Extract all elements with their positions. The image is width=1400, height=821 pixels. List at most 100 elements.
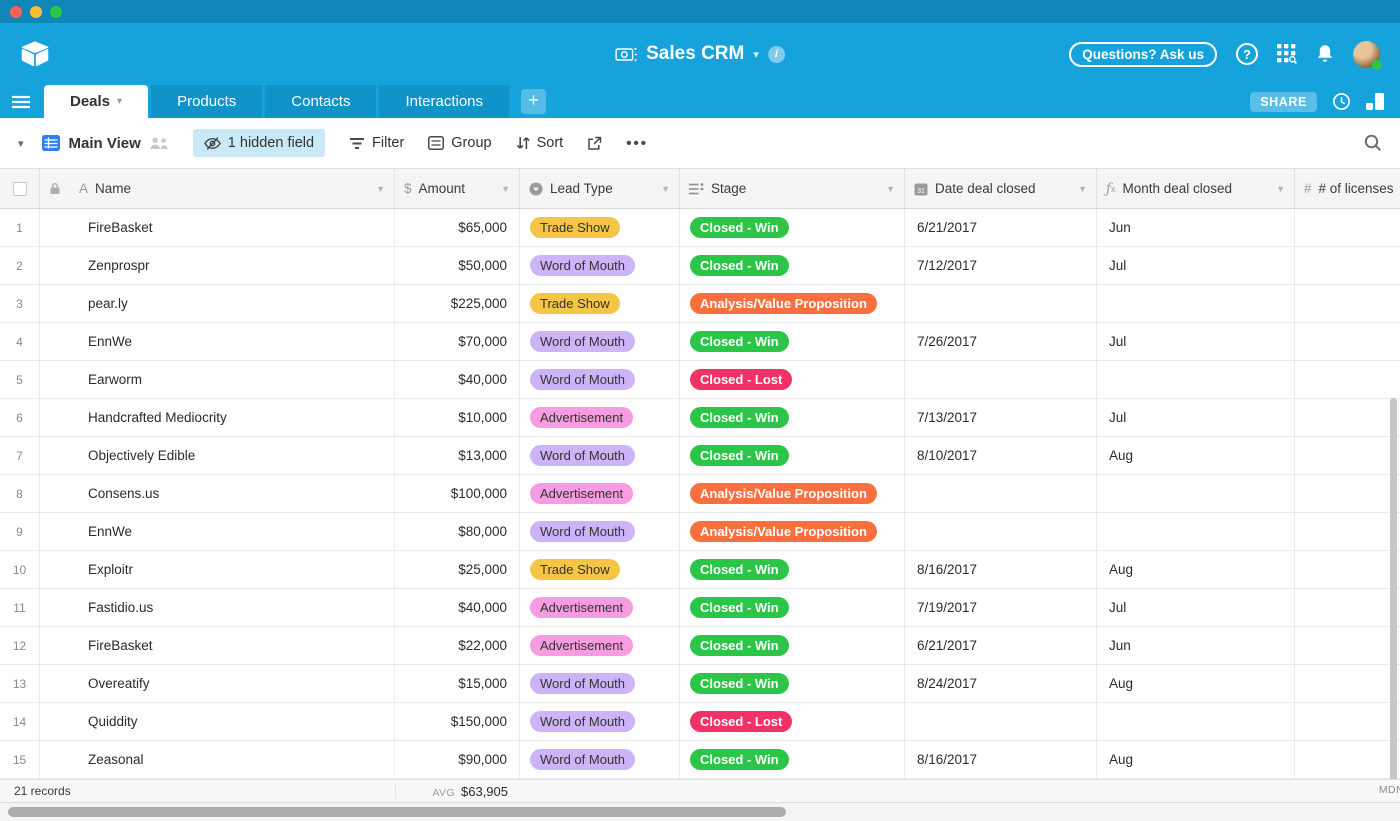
cell-date-closed[interactable] — [905, 703, 1097, 740]
column-caret-icon[interactable]: ▼ — [501, 183, 510, 194]
column-header-date-closed[interactable]: 31 Date deal closed ▼ — [905, 169, 1097, 208]
airtable-logo-icon[interactable] — [20, 41, 50, 67]
more-options-icon[interactable]: ••• — [626, 134, 648, 152]
cell-lead-type[interactable]: Advertisement — [520, 627, 680, 664]
cell-month-closed[interactable]: Aug — [1097, 551, 1295, 588]
cell-amount[interactable]: $13,000 — [395, 437, 520, 474]
table-row[interactable]: 9 EnnWe $80,000 Word of Mouth Analysis/V… — [0, 513, 1400, 551]
marketplace-grid-icon[interactable] — [1277, 44, 1297, 64]
cell-name[interactable]: Exploitr — [40, 551, 395, 588]
table-row[interactable]: 8 Consens.us $100,000 Advertisement Anal… — [0, 475, 1400, 513]
share-button[interactable]: SHARE — [1250, 91, 1317, 112]
hidden-fields-button[interactable]: 1 hidden field — [192, 129, 326, 157]
cell-date-closed[interactable] — [905, 513, 1097, 550]
column-caret-icon[interactable]: ▼ — [661, 183, 670, 194]
cell-stage[interactable]: Closed - Win — [680, 741, 905, 778]
close-window-button[interactable] — [10, 5, 22, 18]
stage-badge[interactable]: Analysis/Value Proposition — [690, 293, 877, 314]
cell-lead-type[interactable]: Word of Mouth — [520, 247, 680, 284]
lead-type-badge[interactable]: Word of Mouth — [530, 331, 636, 352]
stage-badge[interactable]: Closed - Win — [690, 445, 789, 466]
stage-badge[interactable]: Closed - Win — [690, 597, 789, 618]
cell-stage[interactable]: Closed - Win — [680, 247, 905, 284]
cell-date-closed[interactable]: 8/10/2017 — [905, 437, 1097, 474]
cell-amount[interactable]: $100,000 — [395, 475, 520, 512]
cell-stage[interactable]: Analysis/Value Proposition — [680, 513, 905, 550]
column-header-lead-type[interactable]: Lead Type ▼ — [520, 169, 680, 208]
cell-licenses[interactable] — [1295, 475, 1400, 512]
table-row[interactable]: 10 Exploitr $25,000 Trade Show Closed - … — [0, 551, 1400, 589]
stage-badge[interactable]: Closed - Win — [690, 559, 789, 580]
cell-name[interactable]: Fastidio.us — [40, 589, 395, 626]
cell-name[interactable]: Zeasonal — [40, 741, 395, 778]
cell-lead-type[interactable]: Word of Mouth — [520, 703, 680, 740]
help-icon[interactable]: ? — [1236, 43, 1258, 65]
notifications-bell-icon[interactable] — [1316, 44, 1334, 64]
cell-stage[interactable]: Closed - Win — [680, 589, 905, 626]
horizontal-scrollbar-track[interactable] — [0, 802, 1400, 821]
stage-badge[interactable]: Closed - Win — [690, 255, 789, 276]
cell-lead-type[interactable]: Trade Show — [520, 551, 680, 588]
cell-amount[interactable]: $10,000 — [395, 399, 520, 436]
sidebar-menu-icon[interactable] — [12, 95, 30, 109]
cell-licenses[interactable] — [1295, 209, 1400, 246]
lead-type-badge[interactable]: Word of Mouth — [530, 445, 636, 466]
user-avatar[interactable] — [1353, 40, 1382, 70]
table-row[interactable]: 3 pear.ly $225,000 Trade Show Analysis/V… — [0, 285, 1400, 323]
cell-licenses[interactable] — [1295, 513, 1400, 550]
lead-type-badge[interactable]: Word of Mouth — [530, 749, 636, 770]
stage-badge[interactable]: Analysis/Value Proposition — [690, 483, 877, 504]
table-row[interactable]: 4 EnnWe $70,000 Word of Mouth Closed - W… — [0, 323, 1400, 361]
base-menu-caret-icon[interactable]: ▾ — [753, 48, 759, 61]
cell-date-closed[interactable]: 7/19/2017 — [905, 589, 1097, 626]
cell-licenses[interactable] — [1295, 627, 1400, 664]
cell-month-closed[interactable]: Jun — [1097, 209, 1295, 246]
cell-amount[interactable]: $90,000 — [395, 741, 520, 778]
tab-products[interactable]: Products — [151, 85, 263, 118]
tab-caret-icon[interactable]: ▾ — [117, 96, 123, 107]
cell-date-closed[interactable]: 8/16/2017 — [905, 741, 1097, 778]
lead-type-badge[interactable]: Trade Show — [530, 293, 620, 314]
cell-month-closed[interactable]: Jul — [1097, 589, 1295, 626]
lead-type-badge[interactable]: Advertisement — [530, 483, 634, 504]
cell-date-closed[interactable] — [905, 361, 1097, 398]
stage-badge[interactable]: Closed - Win — [690, 217, 789, 238]
cell-lead-type[interactable]: Advertisement — [520, 475, 680, 512]
cell-stage[interactable]: Closed - Lost — [680, 703, 905, 740]
column-caret-icon[interactable]: ▼ — [1078, 183, 1087, 194]
lead-type-badge[interactable]: Word of Mouth — [530, 673, 636, 694]
cell-stage[interactable]: Closed - Win — [680, 323, 905, 360]
open-view-icon[interactable] — [587, 136, 602, 151]
cell-amount[interactable]: $150,000 — [395, 703, 520, 740]
tab-contacts[interactable]: Contacts — [265, 85, 377, 118]
cell-licenses[interactable] — [1295, 323, 1400, 360]
stage-badge[interactable]: Closed - Lost — [690, 369, 793, 390]
cell-licenses[interactable] — [1295, 399, 1400, 436]
column-caret-icon[interactable]: ▼ — [376, 183, 385, 194]
add-table-button[interactable]: + — [521, 89, 547, 114]
minimize-window-button[interactable] — [30, 5, 42, 18]
cell-month-closed[interactable] — [1097, 513, 1295, 550]
lead-type-badge[interactable]: Word of Mouth — [530, 369, 636, 390]
cell-month-closed[interactable]: Aug — [1097, 741, 1295, 778]
cell-name[interactable]: FireBasket — [40, 627, 395, 664]
cell-name[interactable]: FireBasket — [40, 209, 395, 246]
column-caret-icon[interactable]: ▼ — [886, 183, 895, 194]
cell-month-closed[interactable]: Aug — [1097, 437, 1295, 474]
cell-stage[interactable]: Closed - Win — [680, 209, 905, 246]
group-button[interactable]: Group — [428, 135, 492, 151]
base-info-icon[interactable]: i — [767, 45, 785, 63]
column-header-amount[interactable]: $ Amount ▼ — [395, 169, 520, 208]
stage-badge[interactable]: Closed - Win — [690, 635, 789, 656]
cell-amount[interactable]: $40,000 — [395, 589, 520, 626]
cell-licenses[interactable] — [1295, 589, 1400, 626]
cell-licenses[interactable] — [1295, 361, 1400, 398]
cell-month-closed[interactable] — [1097, 475, 1295, 512]
cell-name[interactable]: Zenprospr — [40, 247, 395, 284]
column-header-licenses[interactable]: # # of licenses — [1295, 169, 1400, 208]
lead-type-badge[interactable]: Advertisement — [530, 597, 634, 618]
cell-name[interactable]: Overeatify — [40, 665, 395, 702]
cell-name[interactable]: Earworm — [40, 361, 395, 398]
view-sidebar-caret-icon[interactable]: ▾ — [18, 137, 24, 150]
